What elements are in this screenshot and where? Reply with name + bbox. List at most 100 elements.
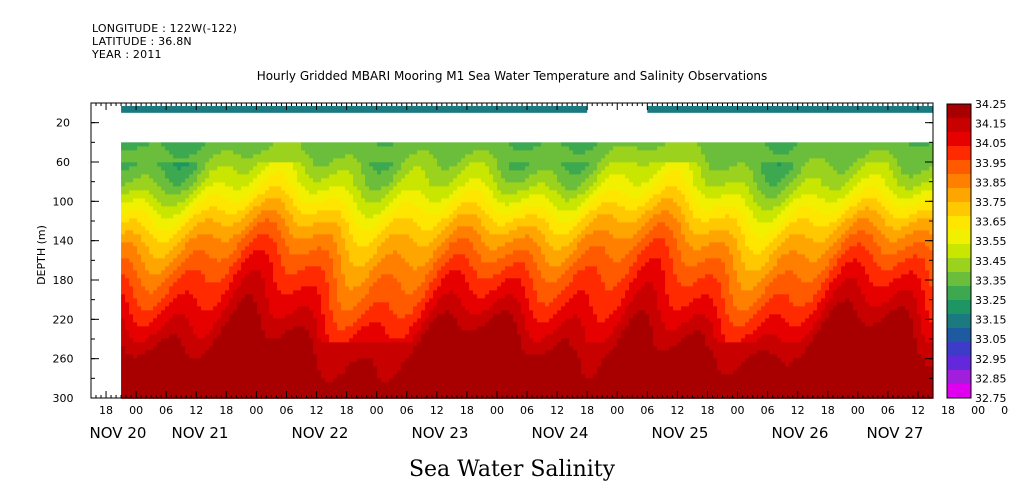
heatmap-cell [341,258,346,263]
heatmap-cell [401,198,406,203]
heatmap-cell [321,338,326,343]
heatmap-cell [233,262,238,267]
heatmap-cell [153,378,158,383]
heatmap-cell [149,286,154,291]
heatmap-cell [337,222,342,227]
heatmap-cell [421,366,426,371]
heatmap-cell [189,290,194,295]
heatmap-cell [429,374,434,379]
heatmap-cell [245,262,250,267]
heatmap-cell [365,246,370,251]
heatmap-cell [169,178,174,183]
heatmap-cell [161,178,166,183]
heatmap-cell [345,170,350,175]
heatmap-cell [349,234,354,239]
heatmap-cell [405,214,410,219]
heatmap-cell [417,202,422,207]
heatmap-cell [241,202,246,207]
heatmap-cell [133,170,138,175]
heatmap-cell [325,154,330,159]
heatmap-cell [425,370,430,375]
heatmap-cell [289,214,294,219]
heatmap-cell [185,342,190,347]
heatmap-cell [217,302,222,307]
heatmap-cell [341,226,346,231]
heatmap-cell [241,190,246,195]
heatmap-cell [397,218,402,223]
heatmap-cell [393,146,398,151]
heatmap-cell [181,186,186,191]
heatmap-cell [277,374,282,379]
heatmap-cell [369,298,374,303]
heatmap-cell [329,366,334,371]
heatmap-cell [341,330,346,335]
heatmap-cell [145,270,150,275]
heatmap-cell [417,294,422,299]
heatmap-cell [193,390,198,395]
heatmap-cell [141,222,146,227]
heatmap-cell [129,170,134,175]
heatmap-cell [405,382,410,387]
heatmap-cell [153,174,158,179]
heatmap-cell [213,370,218,375]
heatmap-cell [301,178,306,183]
heatmap-cell [137,270,142,275]
heatmap-cell [421,146,426,151]
heatmap-cell [149,374,154,379]
heatmap-cell [425,282,430,287]
heatmap-cell [421,242,426,247]
heatmap-cell [121,142,126,147]
heatmap-cell [245,214,250,219]
heatmap-cell [129,226,134,231]
heatmap-cell [229,330,234,335]
heatmap-cell [129,186,134,191]
heatmap-cell [289,314,294,319]
heatmap-cell [273,238,278,243]
heatmap-cell [277,302,282,307]
heatmap-cell [173,210,178,215]
heatmap-cell [385,314,390,319]
heatmap-cell [153,150,158,155]
heatmap-cell [429,154,434,159]
heatmap-cell [349,294,354,299]
heatmap-cell [377,350,382,355]
heatmap-cell [233,318,238,323]
heatmap-cell [217,178,222,183]
heatmap-cell [177,242,182,247]
heatmap-cell [289,374,294,379]
heatmap-cell [125,262,130,267]
heatmap-cell [165,214,170,219]
heatmap-cell [161,162,166,167]
heatmap-cell [193,282,198,287]
heatmap-cell [425,154,430,159]
heatmap-cell [381,190,386,195]
heatmap-cell [309,234,314,239]
heatmap-cell [273,194,278,199]
heatmap-cell [293,142,298,147]
heatmap-cell [261,386,266,391]
heatmap-cell [421,178,426,183]
heatmap-cell [333,178,338,183]
heatmap-cell [301,302,306,307]
heatmap-cell [417,342,422,347]
heatmap-cell [245,290,250,295]
heatmap-cell [305,242,310,247]
heatmap-cell [133,270,138,275]
heatmap-cell [305,146,310,151]
heatmap-cell [141,270,146,275]
heatmap-cell [189,338,194,343]
heatmap-cell [213,290,218,295]
heatmap-cell [125,158,130,163]
heatmap-cell [373,366,378,371]
heatmap-cell [413,346,418,351]
heatmap-cell [233,374,238,379]
heatmap-cell [137,266,142,271]
heatmap-cell [405,282,410,287]
heatmap-cell [201,250,206,255]
heatmap-cell [333,346,338,351]
heatmap-cell [305,222,310,227]
heatmap-cell [157,154,162,159]
heatmap-cell [209,374,214,379]
heatmap-cell [193,270,198,275]
heatmap-cell [405,342,410,347]
